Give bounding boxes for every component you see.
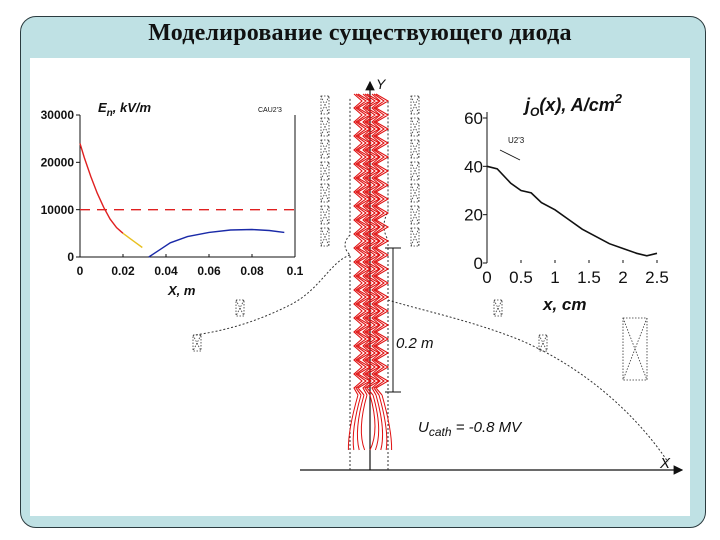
chart1-y-tick-label: 0 [67,250,74,264]
beam-trajectory [353,93,363,396]
chart2-title-sup: 2 [614,91,623,106]
coil-marker [235,299,245,317]
beam-trajectory-tail [381,394,393,451]
field-strength-chart: 0 0.02 0.04 0.06 0.08 0.1 0 10000 20000 30000 En,… [41,100,304,298]
chart2-x-tick-label: 1.5 [577,268,601,287]
chart1-series [79,143,295,258]
chart2-x-tick-label: 0 [482,268,491,287]
chart1-x-tick-label: 0.02 [111,264,135,278]
coil-marker [410,95,420,115]
beam-trajectory-tail [360,394,368,451]
coil-marker [622,317,648,381]
coil-marker [493,299,503,317]
beam-trajectory-tail [356,394,365,451]
magnetic-coils [192,95,648,381]
chart2-title-rest: (x), A/cm [539,95,614,115]
cathode-voltage-symbol: U [418,419,429,436]
chart1-series-line-1 [79,143,124,234]
beam-trajectory [356,93,372,396]
coil-marker [410,139,420,159]
beam-trajectory [365,93,381,396]
chart2-x-tick-label: 2.5 [645,268,669,287]
cathode-voltage-subscript: cath [429,425,452,439]
coil-marker [320,95,330,115]
coil-marker [410,161,420,181]
coil-marker [410,117,420,137]
chart1-x-tick-label: 0.06 [197,264,221,278]
beam-trajectory [371,93,381,396]
x-axis-label: X [659,455,671,472]
chart1-y-tick-label: 10000 [41,203,75,217]
chart1-series-line-2 [122,232,143,249]
chart1-title-sub: n [107,108,113,119]
coil-marker [320,183,330,203]
chart1-x-tick-label: 0.1 [287,264,304,278]
beam-trajectory [374,93,390,396]
chart2-series [486,165,658,257]
chart1-title: En, kV/m [98,100,152,119]
chart1-ticks: 0 0.02 0.04 0.06 0.08 0.1 0 10000 20000 30000 [41,108,304,278]
chart2-x-tick-label: 2 [618,268,627,287]
chart2-ticks: 0 0.5 1 1.5 2 2.5 0 20 40 60 [464,109,669,287]
coil-marker [410,183,420,203]
chart2-y-tick-label: 0 [474,254,483,273]
beam-trajectory-tail [375,394,384,451]
chart2-title-main: j [523,95,531,115]
chart1-title-rest: , kV/m [112,100,152,115]
chart1-x-tick-label: 0 [77,264,84,278]
chart2-x-tick-label: 0.5 [509,268,533,287]
beam-trajectory-tail [347,394,359,451]
beam-trajectory-tail [369,394,376,451]
chart2-series-line-1 [486,165,658,257]
anode-contour-right [387,299,669,463]
diode-geometry: Y X 0.2 m Ucath = -0.8 MV [192,76,684,475]
coil-marker [320,139,330,159]
coil-marker [320,161,330,181]
beam-trajectory [355,93,367,396]
coil-marker [320,205,330,225]
cathode-voltage-label: Ucath = -0.8 MV [418,419,523,439]
chart1-series-line-4 [148,228,285,258]
chart2-x-tick-label: 1 [550,268,559,287]
chart2-title: jO(x), A/cm2 [523,91,623,119]
coil-marker [410,227,420,247]
chart2-tag-leader [499,149,521,161]
beam-trajectory-tail [352,394,362,451]
chart1-title-main: E [98,100,107,115]
chart1-tag: CAU2'3 [258,107,282,114]
chart2-x-label: x, cm [542,295,586,314]
chart1-y-tick-label: 20000 [41,156,75,170]
chart1-background [80,115,295,257]
chart1-x-tick-label: 0.04 [154,264,178,278]
chart2-y-tick-label: 40 [464,157,483,176]
chart1-y-tick-label: 30000 [41,108,75,122]
coil-marker [320,117,330,137]
dimension-label: 0.2 m [396,335,434,352]
beam-trajectory [364,93,376,396]
coil-marker [320,227,330,247]
y-axis-label: Y [376,76,387,92]
chart2-y-tick-label: 20 [464,206,483,225]
beam-trajectory [373,93,385,396]
slide-title: Моделирование существующего диода [148,20,572,46]
beam-trajectory-tail [372,394,380,451]
electron-beam [347,93,393,451]
coil-marker [410,205,420,225]
beam-trajectory [362,93,372,396]
anode-contour-left [194,98,351,470]
cathode-surface [383,100,389,470]
chart1-x-label: X, m [167,283,196,298]
cathode-voltage-value: = -0.8 MV [452,419,524,436]
chart2-title-sub: O [530,105,540,119]
coil-marker [538,334,548,352]
beam-trajectory-tail [378,394,388,451]
chart2-tag: U2'3 [508,136,525,145]
chart1-x-tick-label: 0.08 [240,264,264,278]
coil-marker [192,334,202,352]
chart2-y-tick-label: 60 [464,109,483,128]
